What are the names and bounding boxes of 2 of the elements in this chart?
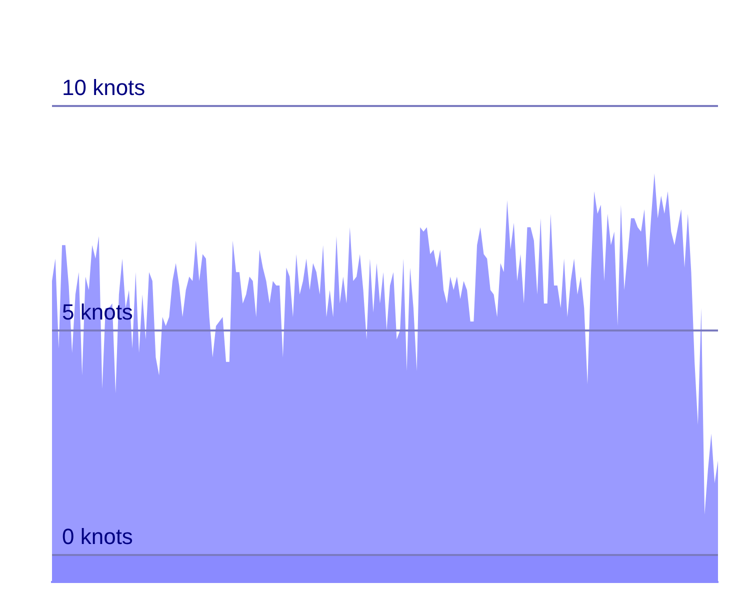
y-tick-label: 10 knots [62,75,146,100]
y-tick-label: 0 knots [62,524,133,549]
